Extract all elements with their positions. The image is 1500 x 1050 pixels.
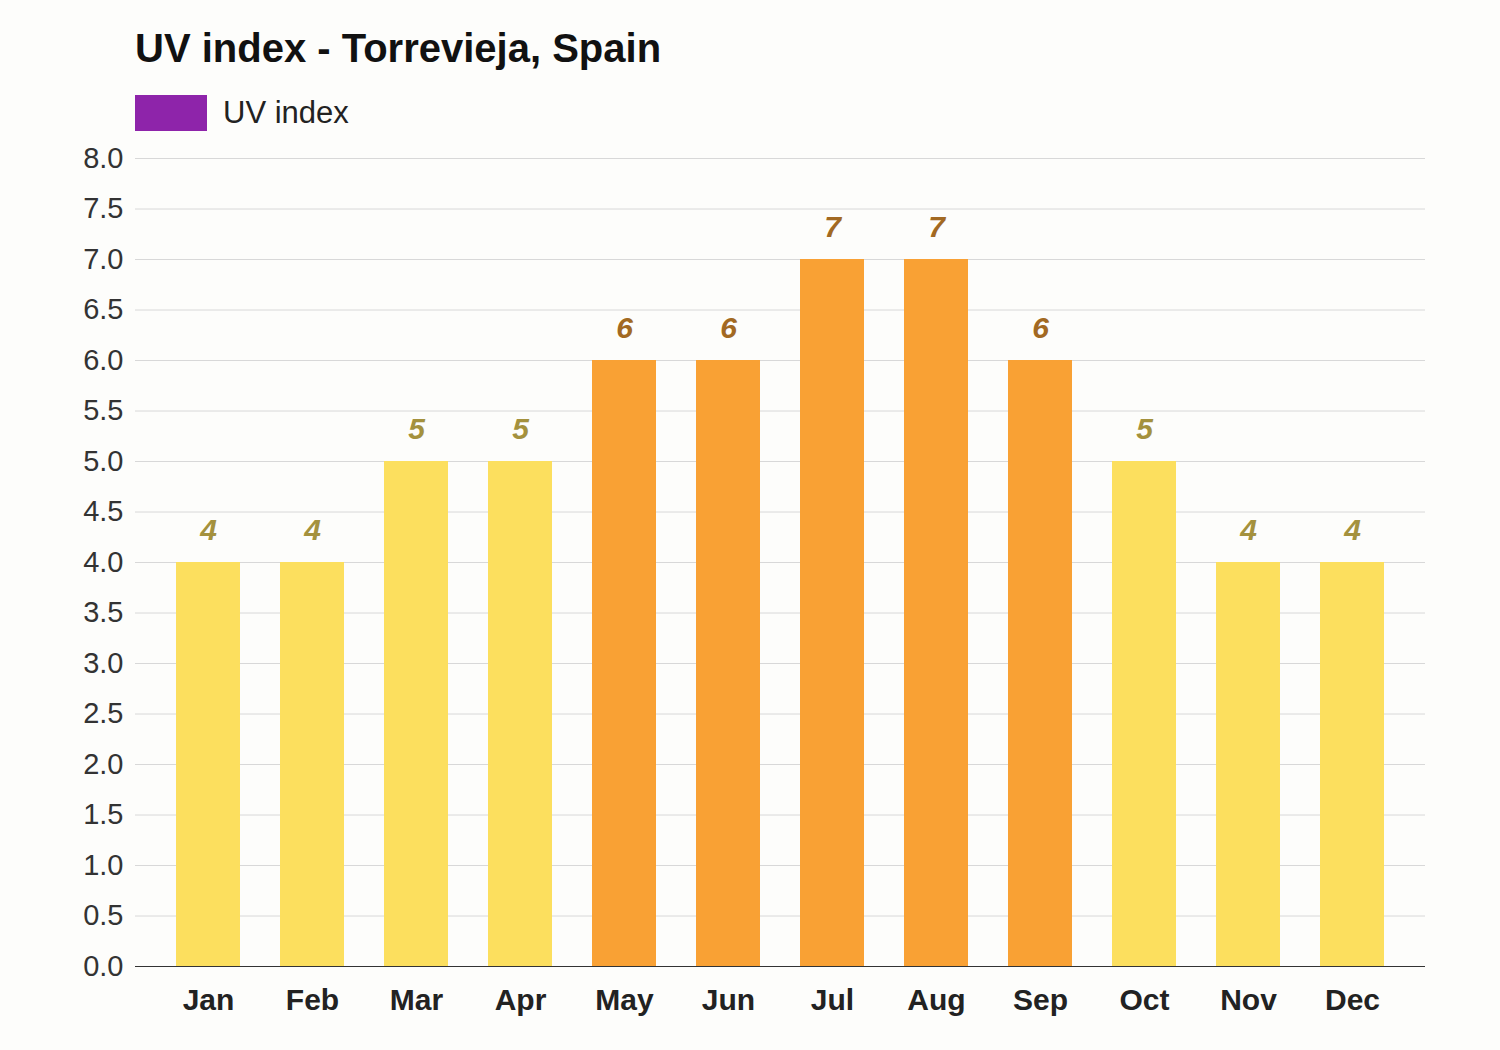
svg-text:6.5: 6.5 bbox=[83, 293, 123, 325]
html-text:UV index - Torrevieja, Spain: UV index - Torrevieja, Spain bbox=[135, 26, 662, 70]
svg-text:May: May bbox=[595, 983, 654, 1016]
svg-text:Aug: Aug bbox=[907, 983, 965, 1016]
svg-text:8.0: 8.0 bbox=[83, 142, 123, 174]
svg-text:Feb: Feb bbox=[286, 983, 339, 1016]
svg-text:Jan: Jan bbox=[183, 983, 235, 1016]
svg-text:5.0: 5.0 bbox=[83, 445, 123, 477]
svg-text:Nov: Nov bbox=[1220, 983, 1277, 1016]
svg-text:6.0: 6.0 bbox=[83, 344, 123, 376]
svg-text:Jul: Jul bbox=[811, 983, 854, 1016]
svg-text:4: 4 bbox=[1343, 513, 1361, 546]
svg-text:7: 7 bbox=[928, 210, 946, 243]
svg-text:2.0: 2.0 bbox=[83, 748, 123, 780]
svg-text:1.5: 1.5 bbox=[83, 798, 123, 830]
svg-text:Jun: Jun bbox=[702, 983, 755, 1016]
svg-text:5: 5 bbox=[408, 412, 426, 445]
svg-text:0.0: 0.0 bbox=[83, 950, 123, 982]
svg-text:0.5: 0.5 bbox=[83, 899, 123, 931]
svg-text:Sep: Sep bbox=[1013, 983, 1068, 1016]
svg-text:4: 4 bbox=[1239, 513, 1257, 546]
svg-text:7.0: 7.0 bbox=[83, 243, 123, 275]
svg-text:6: 6 bbox=[616, 311, 633, 344]
svg-text:Dec: Dec bbox=[1325, 983, 1380, 1016]
svg-text:5.5: 5.5 bbox=[83, 394, 123, 426]
svg-text:4: 4 bbox=[303, 513, 321, 546]
svg-text:7.5: 7.5 bbox=[83, 192, 123, 224]
svg-text:1.0: 1.0 bbox=[83, 849, 123, 881]
svg-text:6: 6 bbox=[720, 311, 737, 344]
svg-text:7: 7 bbox=[824, 210, 842, 243]
svg-text:3.5: 3.5 bbox=[83, 596, 123, 628]
svg-text:Apr: Apr bbox=[495, 983, 547, 1016]
svg-text:5: 5 bbox=[1136, 412, 1154, 445]
svg-text:4.0: 4.0 bbox=[83, 546, 123, 578]
svg-text:2.5: 2.5 bbox=[83, 697, 123, 729]
svg-text:4.5: 4.5 bbox=[83, 495, 123, 527]
svg-text:Mar: Mar bbox=[390, 983, 444, 1016]
html-text:UV index: UV index bbox=[223, 95, 349, 130]
svg-text:3.0: 3.0 bbox=[83, 647, 123, 679]
svg-text:5: 5 bbox=[512, 412, 530, 445]
svg-text:4: 4 bbox=[199, 513, 217, 546]
svg-text:Oct: Oct bbox=[1119, 983, 1169, 1016]
svg-text:6: 6 bbox=[1032, 311, 1049, 344]
